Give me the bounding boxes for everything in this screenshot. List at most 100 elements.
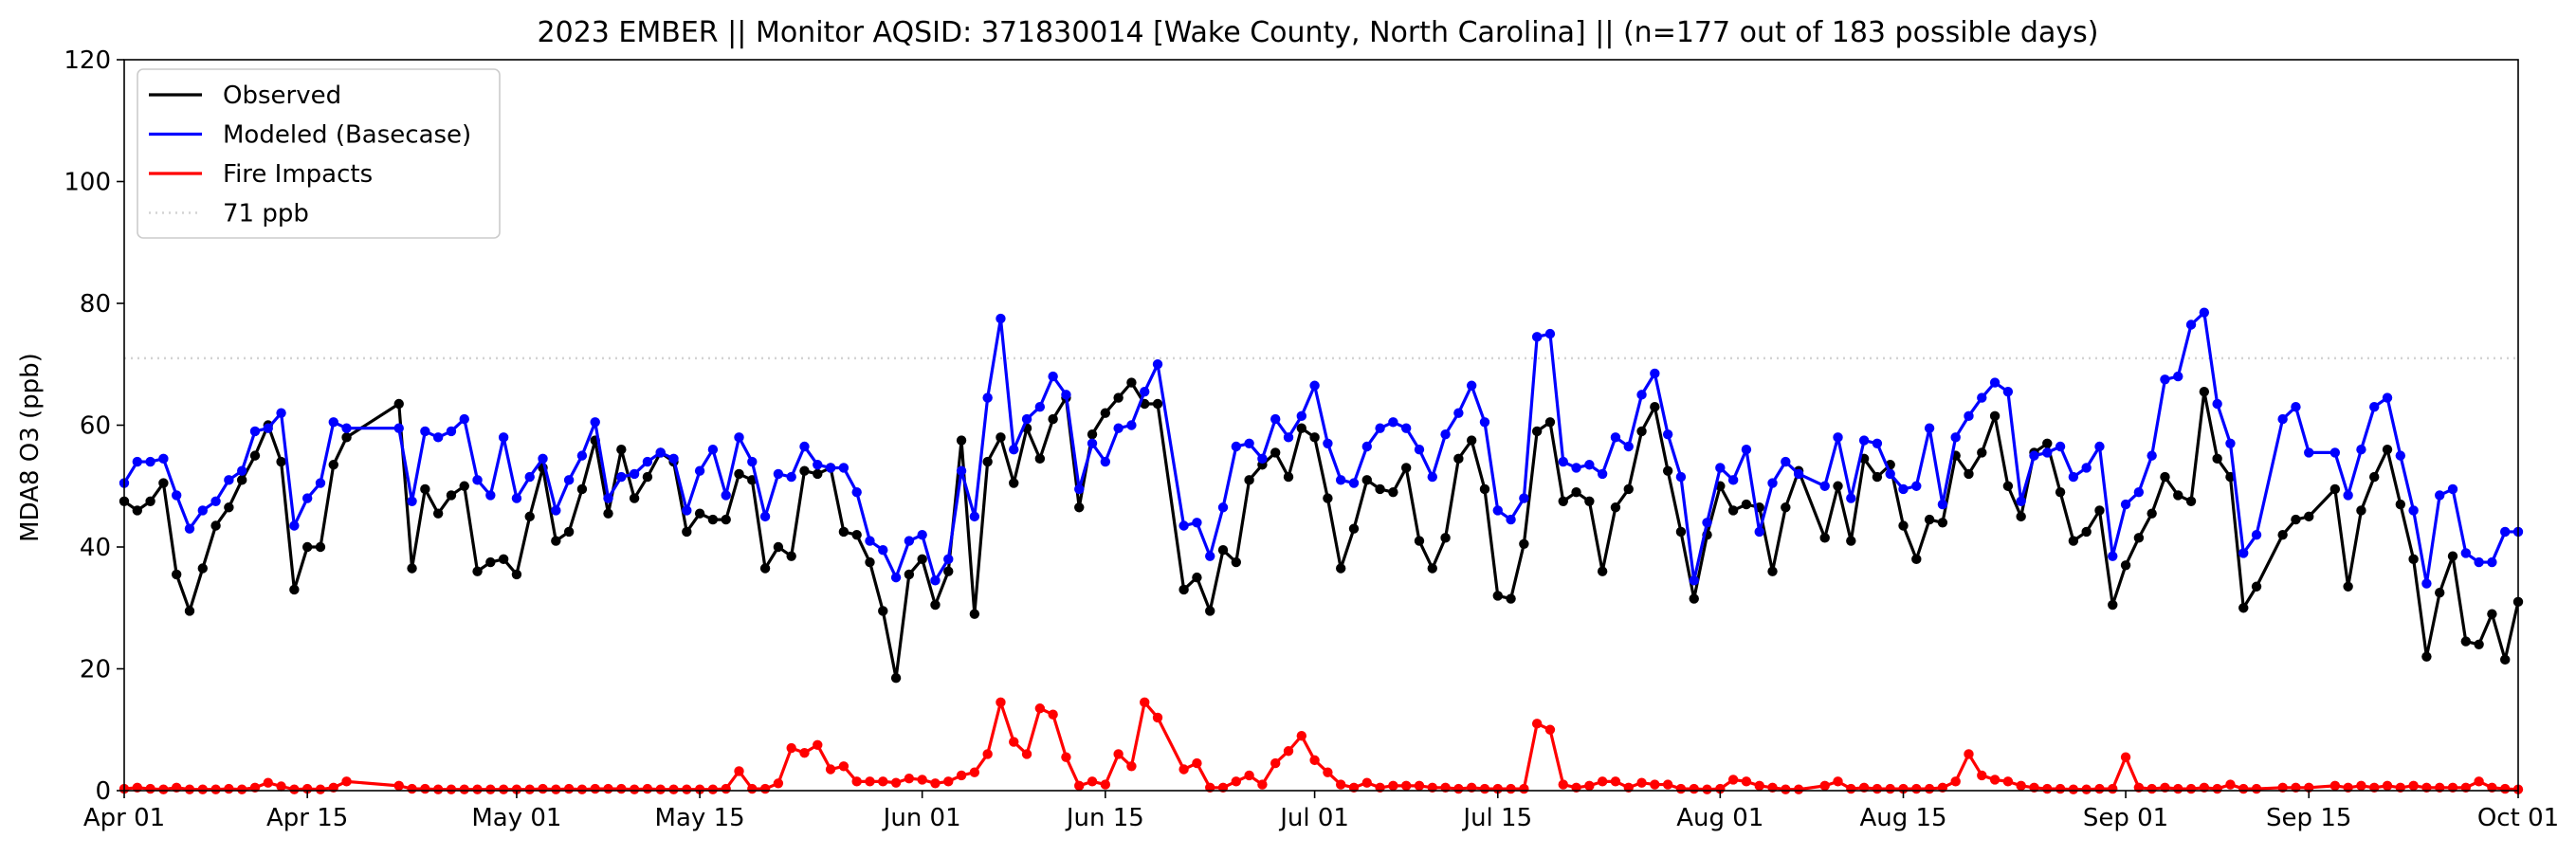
series-line <box>122 311 2518 586</box>
data-point <box>145 783 155 794</box>
data-point <box>236 784 247 794</box>
data-point <box>432 508 444 519</box>
data-point <box>1636 390 1647 400</box>
data-point <box>2369 471 2380 483</box>
data-point <box>943 554 954 565</box>
data-point <box>759 783 771 794</box>
data-point <box>2147 783 2157 794</box>
data-point <box>576 483 588 495</box>
data-point <box>1833 432 1843 443</box>
data-point <box>1244 770 1254 781</box>
data-point <box>184 523 195 534</box>
data-point <box>1964 749 1974 759</box>
data-point <box>616 445 627 455</box>
data-point <box>1650 779 1660 790</box>
data-point <box>524 471 535 483</box>
data-point <box>629 493 640 503</box>
data-point <box>2329 483 2341 495</box>
legend: Observed Modeled (Basecase) Fire Impacts 71… <box>137 68 501 239</box>
x-tick-label: Sep 15 <box>2266 804 2351 832</box>
y-axis-label: MDA8 O3 (ppb) <box>16 353 45 542</box>
data-point <box>158 784 169 794</box>
data-point <box>629 468 640 480</box>
data-point <box>2356 780 2366 792</box>
data-point <box>1715 463 1726 473</box>
data-point <box>1479 417 1490 428</box>
data-point <box>1977 392 1987 403</box>
data-point <box>171 569 182 580</box>
data-point <box>2251 529 2262 540</box>
data-point <box>642 783 653 794</box>
data-point <box>1270 447 1281 458</box>
data-point <box>943 566 954 576</box>
data-point <box>917 554 927 565</box>
data-point <box>2173 783 2183 794</box>
data-point <box>315 784 326 794</box>
data-point <box>1205 551 1215 561</box>
data-point <box>1964 410 1974 422</box>
data-point <box>1623 441 1634 452</box>
data-point <box>1924 514 1935 525</box>
data-point <box>276 456 286 467</box>
data-point <box>511 784 522 794</box>
data-point <box>2369 402 2380 412</box>
data-point <box>917 775 927 785</box>
data-point <box>904 536 915 546</box>
data-point <box>2408 780 2419 792</box>
data-point <box>2251 581 2262 592</box>
data-point <box>759 563 771 574</box>
data-point <box>2108 551 2118 561</box>
data-point <box>393 780 404 792</box>
data-point <box>1989 775 2001 785</box>
data-point <box>1414 445 1425 455</box>
data-point <box>838 526 850 538</box>
data-point <box>524 511 535 522</box>
data-point <box>1126 377 1137 388</box>
data-point <box>956 435 967 446</box>
data-point <box>1048 371 1058 382</box>
data-point <box>2002 776 2014 787</box>
data-point <box>459 413 469 425</box>
data-point <box>407 783 417 794</box>
data-point <box>420 426 430 437</box>
data-point <box>603 493 613 503</box>
data-point <box>1819 533 1830 543</box>
data-point <box>1140 386 1150 397</box>
x-tick-label: Jun 01 <box>882 804 961 832</box>
data-point <box>1741 445 1752 455</box>
data-point <box>890 672 902 684</box>
data-point <box>2382 392 2393 403</box>
data-point <box>2238 603 2249 613</box>
data-point <box>446 784 457 794</box>
data-point <box>1361 777 1372 788</box>
data-point <box>210 520 221 531</box>
data-point <box>1348 523 1360 534</box>
data-point <box>655 447 666 458</box>
data-point <box>2212 453 2222 465</box>
data-point <box>1544 328 1556 339</box>
data-point <box>459 481 469 491</box>
data-point <box>707 445 719 455</box>
data-point <box>2185 319 2197 330</box>
legend-label: 71 ppb <box>223 200 309 228</box>
data-point <box>1519 493 1529 503</box>
data-point <box>2447 483 2458 495</box>
data-point <box>1074 780 1085 792</box>
data-point <box>1479 783 1490 794</box>
data-point <box>1544 417 1556 428</box>
data-point <box>2094 783 2105 794</box>
data-point <box>2277 413 2288 425</box>
data-point <box>1675 783 1687 794</box>
data-point <box>1087 438 1098 448</box>
data-point <box>2251 783 2262 794</box>
data-point <box>799 441 810 452</box>
data-point <box>1375 483 1385 495</box>
data-point <box>2382 780 2393 792</box>
data-point <box>1061 390 1071 400</box>
data-point <box>1009 445 1019 455</box>
data-point <box>2435 587 2445 598</box>
data-point <box>1100 456 1111 467</box>
data-point <box>996 313 1006 324</box>
data-point <box>1257 779 1268 790</box>
data-point <box>655 784 666 794</box>
